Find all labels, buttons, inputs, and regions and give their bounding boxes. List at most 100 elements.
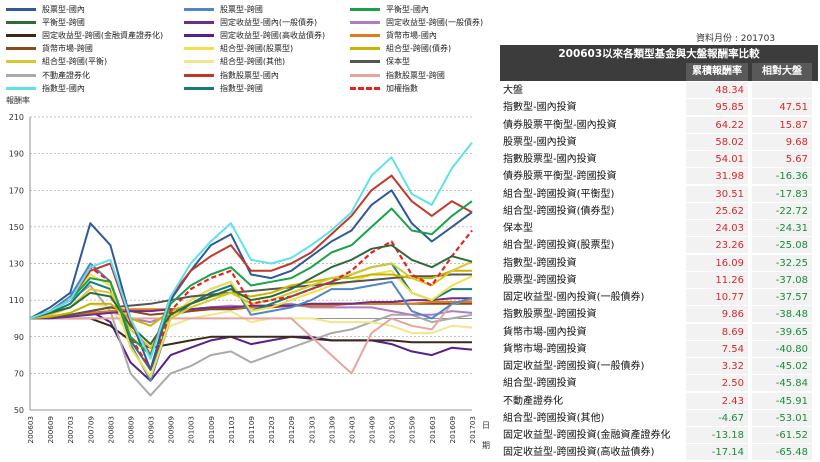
x-tick-label: 201309 xyxy=(327,416,336,444)
table-row: 貨幣市場-國內投資 8.69 -39.65 xyxy=(500,323,818,341)
table-row: 指數股票型-國內投資 54.01 5.67 xyxy=(500,151,818,168)
x-tick-label: 201509 xyxy=(408,416,417,444)
legend-swatch xyxy=(350,73,380,77)
relative-return-cell: -32.25 xyxy=(752,254,812,271)
row-label: 組合型-跨國投資(其他) xyxy=(503,412,605,424)
x-tick-label: 200909 xyxy=(167,416,176,444)
legend-item: 固定收益型-跨國(一般債券) xyxy=(350,16,483,28)
cumulative-return-cell: 2.43 xyxy=(686,392,748,409)
series-line xyxy=(29,284,473,397)
row-label: 債券股票平衡型-跨國投資 xyxy=(503,171,617,183)
relative-return-cell: 15.87 xyxy=(752,116,812,133)
series-line xyxy=(29,273,472,320)
x-tick-label: 201009 xyxy=(207,416,216,444)
relative-return-cell: -37.57 xyxy=(752,289,812,305)
column-header-cumulative-return: 累積報酬率 xyxy=(686,63,748,81)
table-row: 組合型-跨國投資(債券型) 25.62 -22.72 xyxy=(500,202,818,220)
chart-legend: 股票型-國內 股票型-跨國 平衡型-國內 平衡型-跨國 固定收益型-國內(一般債券) 固定… xyxy=(6,2,486,97)
row-label: 大盤 xyxy=(503,85,523,96)
x-tick-label: 200809 xyxy=(126,416,135,444)
series-line xyxy=(29,301,472,320)
legend-label: 固定收益型-國內(一般債券) xyxy=(220,17,318,27)
cumulative-return-cell: 3.32 xyxy=(686,358,748,374)
line-chart: 50 70 90 110 130 150 170 190 210 報酬率 200603 200609 2… xyxy=(6,95,490,450)
row-label: 組合型-跨國投資 xyxy=(503,378,577,390)
relative-return-cell xyxy=(752,82,812,98)
legend-swatch xyxy=(6,7,36,11)
relative-return-cell: -24.31 xyxy=(752,220,812,236)
legend-label: 保本型 xyxy=(386,57,410,67)
legend-swatch xyxy=(184,7,214,11)
row-label: 固定收益型-跨國投資(一般債券) xyxy=(503,361,645,372)
legend-swatch xyxy=(350,86,380,90)
relative-return-cell: -45.84 xyxy=(752,375,812,392)
legend-item: 組合型-跨國(債券) xyxy=(350,43,451,55)
legend-swatch xyxy=(6,73,36,77)
legend-label: 固定收益型-跨國(高收益債券) xyxy=(220,30,326,40)
legend-swatch xyxy=(184,20,214,24)
legend-item: 貨幣市場-國內 xyxy=(350,29,437,41)
table-row: 組合型-跨國投資(股票型) 23.26 -25.08 xyxy=(500,237,818,254)
relative-return-cell: -45.02 xyxy=(752,358,812,374)
cumulative-return-cell: 31.98 xyxy=(686,168,748,185)
cumulative-return-cell: 16.09 xyxy=(686,254,748,271)
legend-item: 固定收益型-國內(一般債券) xyxy=(184,16,317,28)
x-tick-label: 201103 xyxy=(227,416,236,443)
row-label: 貨幣市場-國內投資 xyxy=(503,326,587,338)
table-row: 保本型 24.03 -24.31 xyxy=(500,220,818,237)
legend-label: 平衡型-跨國 xyxy=(42,17,85,27)
series-line xyxy=(29,244,473,346)
x-tick-label: 201003 xyxy=(187,416,196,443)
row-label: 股票型-國內投資 xyxy=(503,136,577,148)
legend-swatch xyxy=(6,33,36,37)
row-label: 指數型-國內投資 xyxy=(503,102,577,114)
row-label: 貨幣市場-跨國投資 xyxy=(503,343,587,355)
cumulative-return-cell: 54.01 xyxy=(686,151,748,167)
table-row: 指數股票型-跨國投資 9.86 -38.48 xyxy=(500,306,818,323)
legend-item: 指數型-國內 xyxy=(6,82,85,94)
relative-return-cell: 5.67 xyxy=(752,151,812,167)
x-tick-label: 201409 xyxy=(368,416,377,444)
legend-swatch xyxy=(350,60,380,64)
x-tick-label: 201703 xyxy=(468,416,477,443)
table-row: 不動產證券化 2.43 -45.91 xyxy=(500,392,818,410)
x-tick-label: 201503 xyxy=(388,416,397,443)
y-tick-label: 50 xyxy=(14,406,24,415)
relative-return-cell: -53.01 xyxy=(752,409,812,426)
x-tick-label: 200803 xyxy=(106,416,115,443)
row-label: 組合型-跨國投資(平衡型) xyxy=(503,188,615,200)
cumulative-return-cell: 11.26 xyxy=(686,271,748,288)
y-axis-label: 報酬率 xyxy=(6,95,30,105)
legend-swatch xyxy=(6,86,36,90)
row-label: 組合型-跨國投資(債券型) xyxy=(503,205,615,217)
x-tick-label: 200703 xyxy=(66,416,75,443)
legend-swatch xyxy=(184,60,214,64)
legend-item: 組合型-跨國(其他) xyxy=(184,56,285,68)
relative-return-cell: -65.48 xyxy=(752,444,812,461)
cumulative-return-cell: 10.77 xyxy=(686,289,748,305)
cumulative-return-cell: 95.85 xyxy=(686,99,748,116)
y-tick-label: 170 xyxy=(9,186,24,195)
table-body: 大盤 48.34 指數型-國內投資 95.85 47.51 債券股票平衡型-國內投資 64.… xyxy=(500,82,818,462)
legend-swatch xyxy=(350,47,380,51)
row-label: 保本型 xyxy=(503,223,533,234)
row-label: 指數型-跨國投資 xyxy=(503,257,577,269)
legend-label: 股票型-跨國 xyxy=(220,4,263,14)
table-row: 組合型-跨國投資 2.50 -45.84 xyxy=(500,375,818,392)
cumulative-return-cell: 9.86 xyxy=(686,306,748,323)
legend-label: 指數型-跨國 xyxy=(220,83,263,93)
legend-item: 股票型-跨國 xyxy=(184,3,263,15)
legend-item: 平衡型-跨國 xyxy=(6,16,85,28)
row-label: 固定收益型-國內投資(一般債券) xyxy=(503,292,645,303)
series-line xyxy=(29,229,473,371)
table-title: 200603以來各類型基金與大盤報酬率比較 xyxy=(500,45,818,63)
cumulative-return-cell: 2.50 xyxy=(686,375,748,392)
comparison-panel: 資料月份 : 201703 200603以來各類型基金與大盤報酬率比較 累積報酬… xyxy=(500,0,818,461)
x-axis-label-2: 期 xyxy=(482,441,490,450)
cumulative-return-cell: -17.14 xyxy=(686,444,748,461)
x-tick-label: 201303 xyxy=(307,416,316,443)
relative-return-cell: -25.08 xyxy=(752,237,812,254)
y-tick-label: 70 xyxy=(14,369,24,378)
legend-item: 保本型 xyxy=(350,56,410,68)
row-label: 固定收益型-跨國投資(金融資產證券化 xyxy=(503,430,671,441)
